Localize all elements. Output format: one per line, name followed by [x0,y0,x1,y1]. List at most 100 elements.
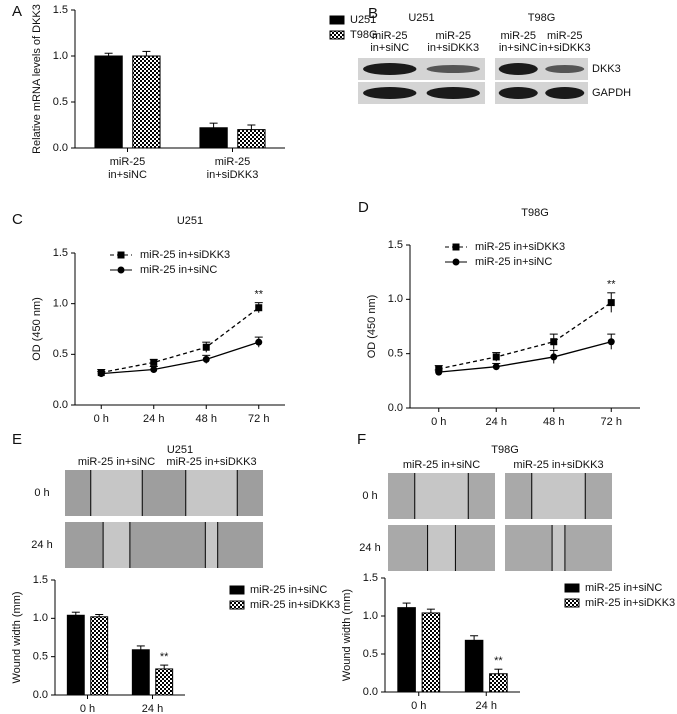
y-tick-label: 1.5 [388,239,403,251]
y-tick-label: 1.0 [53,298,68,310]
series-line [101,341,259,375]
row-label: 24 h [31,539,52,551]
lane-label: miR-25 [501,30,536,42]
legend-label: miR-25 in+siNC [475,256,552,268]
y-tick-label: 1.5 [53,4,68,16]
y-tick-label: 1.0 [363,610,378,622]
blot-band [498,87,538,99]
marker [550,338,558,346]
chart-title: T98G [521,207,549,219]
row-label: 0 h [362,490,377,502]
bar [94,55,123,149]
x-tick-label: 0 h [431,416,446,428]
band-label: DKK3 [592,63,621,75]
marker [492,353,500,361]
y-tick-label: 1.0 [33,612,48,624]
y-axis-label: OD (450 nm) [31,297,43,361]
x-tick-label: 24 h [143,413,164,425]
panel-label: A [12,3,22,20]
wound-gap [185,470,238,516]
row-label: 24 h [359,542,380,554]
lane-label: in+siNC [370,42,409,54]
image-title: U251 [167,444,193,456]
y-tick-label: 0.5 [388,348,403,360]
marker [550,353,558,361]
blot-band [363,87,417,99]
marker [607,338,615,346]
column-label: miR-25 in+siNC [403,459,480,471]
annotation: ** [494,655,503,667]
y-tick-label: 1.5 [363,572,378,584]
marker [150,366,158,374]
y-tick-label: 1.5 [33,574,48,586]
column-label: miR-25 in+siNC [78,456,155,468]
row-label: 0 h [34,487,49,499]
marker [150,358,158,366]
blot-band [545,65,585,73]
legend-marker [452,243,460,251]
marker [202,343,210,351]
lane-label: in+siNC [499,42,538,54]
bar [237,129,266,149]
lane-label: miR-25 [547,30,582,42]
y-tick-label: 0.5 [53,348,68,360]
legend-label: T98G [350,29,378,41]
y-axis-label: Relative mRNA levels of DKK3 [31,4,43,154]
legend-swatch [564,598,580,608]
bar [90,616,109,696]
wound-gap [414,473,469,519]
series-line [438,302,612,370]
blot-band [545,87,585,99]
wound-gap [205,522,218,568]
bar [199,127,228,149]
bar [489,673,508,693]
x-tick-label: 0 h [94,413,109,425]
marker [435,368,443,376]
x-tick-label: 48 h [196,413,217,425]
y-tick-label: 1.5 [53,247,68,259]
x-tick-label: miR-25 [110,156,145,168]
x-tick-label: 0 h [411,700,426,712]
legend-swatch [564,583,580,593]
panel-label: F [357,431,366,448]
y-tick-label: 1.0 [53,50,68,62]
panel-label: E [12,431,22,448]
marker [255,304,263,312]
legend-marker [452,258,460,266]
bar [155,668,174,696]
column-label: miR-25 in+siDKK3 [513,459,603,471]
lane-label: miR-25 [436,30,471,42]
x-tick-label: 24 h [476,700,497,712]
column-label: miR-25 in+siDKK3 [166,456,256,468]
legend-marker [117,251,125,259]
marker [255,338,263,346]
image-title: T98G [491,444,519,456]
legend-label: miR-25 in+siDKK3 [140,249,230,261]
y-axis-label: OD (450 nm) [366,295,378,359]
wound-gap [427,525,456,571]
x-tick-label: 48 h [543,416,564,428]
legend-label: miR-25 in+siDKK3 [585,597,675,609]
x-tick-label: 24 h [486,416,507,428]
y-axis-label: Wound width (mm) [11,591,23,683]
y-tick-label: 0.5 [53,96,68,108]
y-tick-label: 1.0 [388,293,403,305]
blot-title: T98G [528,12,556,24]
panel-label: C [12,211,23,228]
x-tick-label: 0 h [80,703,95,714]
marker [97,370,105,378]
y-tick-label: 0.0 [53,399,68,411]
legend-swatch [329,15,345,25]
wound-gap [552,525,565,571]
x-tick-label: miR-25 [215,156,250,168]
blot-title: U251 [408,12,434,24]
marker [202,355,210,363]
legend-marker [117,266,125,274]
blot-band [426,87,480,99]
y-tick-label: 0.0 [388,402,403,414]
y-tick-label: 0.0 [53,142,68,154]
legend-swatch [229,585,245,595]
x-tick-label: 72 h [248,413,269,425]
panel-label: D [358,199,369,216]
